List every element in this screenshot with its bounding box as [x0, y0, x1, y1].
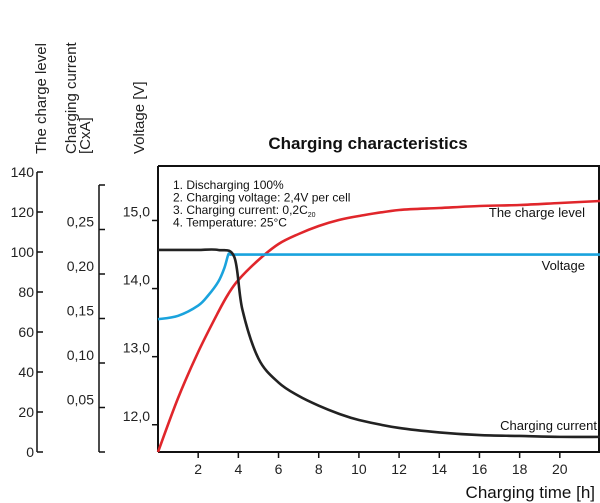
chart-title: Charging characteristics	[268, 134, 467, 153]
annotation-line: 4. Temperature: 25°C	[173, 216, 287, 230]
voltage-tick-label: 14,0	[123, 272, 150, 288]
series-line-the-charge-level	[156, 199, 600, 453]
current-tick-label: 0,10	[67, 347, 94, 363]
x-tick-label-6: 6	[275, 461, 283, 477]
x-tick-label-2: 2	[194, 461, 202, 477]
voltage-axis-label: Voltage [V]	[131, 81, 148, 154]
charge-level-tick-label: 0	[26, 444, 34, 460]
charge-level-tick-label: 100	[11, 244, 35, 260]
charge-level-axis-label: The charge level	[33, 43, 50, 154]
charge-level-tick-label: 60	[18, 324, 34, 340]
current-axis-label-line: Charging current	[63, 41, 80, 154]
charge-level-tick-label: 120	[11, 204, 35, 220]
charge-level-axis-label-line: The charge level	[33, 43, 50, 154]
annotation-line: 1. Discharging 100%	[173, 178, 284, 192]
charge-level-tick-label: 140	[11, 164, 35, 180]
charge-level-tick-label: 80	[18, 284, 34, 300]
x-tick-label-20: 20	[552, 461, 568, 477]
annotation-line: 3. Charging current: 0,2C20	[173, 203, 316, 219]
labels-group: The charge level Charging current[CxA] Vol…	[33, 41, 597, 502]
series-label-the-charge-level: The charge level	[489, 205, 585, 220]
x-tick-label-4: 4	[234, 461, 242, 477]
voltage-axis-label-line: Voltage [V]	[131, 81, 148, 154]
axes: 2 4 6 8 10 12 14 16 18 20 0 20 40 60 80 100 120 140 0,05 0,…	[11, 164, 600, 477]
charge-level-tick-label: 40	[18, 364, 34, 380]
series-label-charging-current: Charging current	[500, 418, 597, 433]
series-group	[156, 199, 600, 453]
series-line-charging-current	[158, 248, 600, 439]
current-tick-label: 0,05	[67, 392, 94, 408]
current-tick-label: 0,25	[67, 214, 94, 230]
x-tick-label-14: 14	[431, 461, 447, 477]
current-tick-label: 0,15	[67, 303, 94, 319]
voltage-tick-label: 12,0	[123, 408, 150, 424]
voltage-tick-label: 13,0	[123, 340, 150, 356]
annotation-subscript: 20	[308, 212, 316, 219]
voltage-tick-label: 15,0	[123, 203, 150, 219]
x-tick-label-16: 16	[472, 461, 488, 477]
current-axis-label-line: [CxA]	[77, 117, 94, 154]
series-line-voltage	[157, 252, 600, 321]
x-axis-label: Charging time [h]	[466, 483, 595, 502]
x-tick-label-8: 8	[315, 461, 323, 477]
x-tick-label-18: 18	[512, 461, 528, 477]
x-tick-label-10: 10	[351, 461, 367, 477]
charge-level-tick-label: 20	[18, 404, 34, 420]
annotation-line: 2. Charging voltage: 2,4V per cell	[173, 191, 350, 205]
series-label-voltage: Voltage	[542, 258, 585, 273]
current-axis-label: Charging current[CxA]	[63, 41, 94, 154]
x-tick-label-12: 12	[391, 461, 407, 477]
current-tick-label: 0,20	[67, 258, 94, 274]
